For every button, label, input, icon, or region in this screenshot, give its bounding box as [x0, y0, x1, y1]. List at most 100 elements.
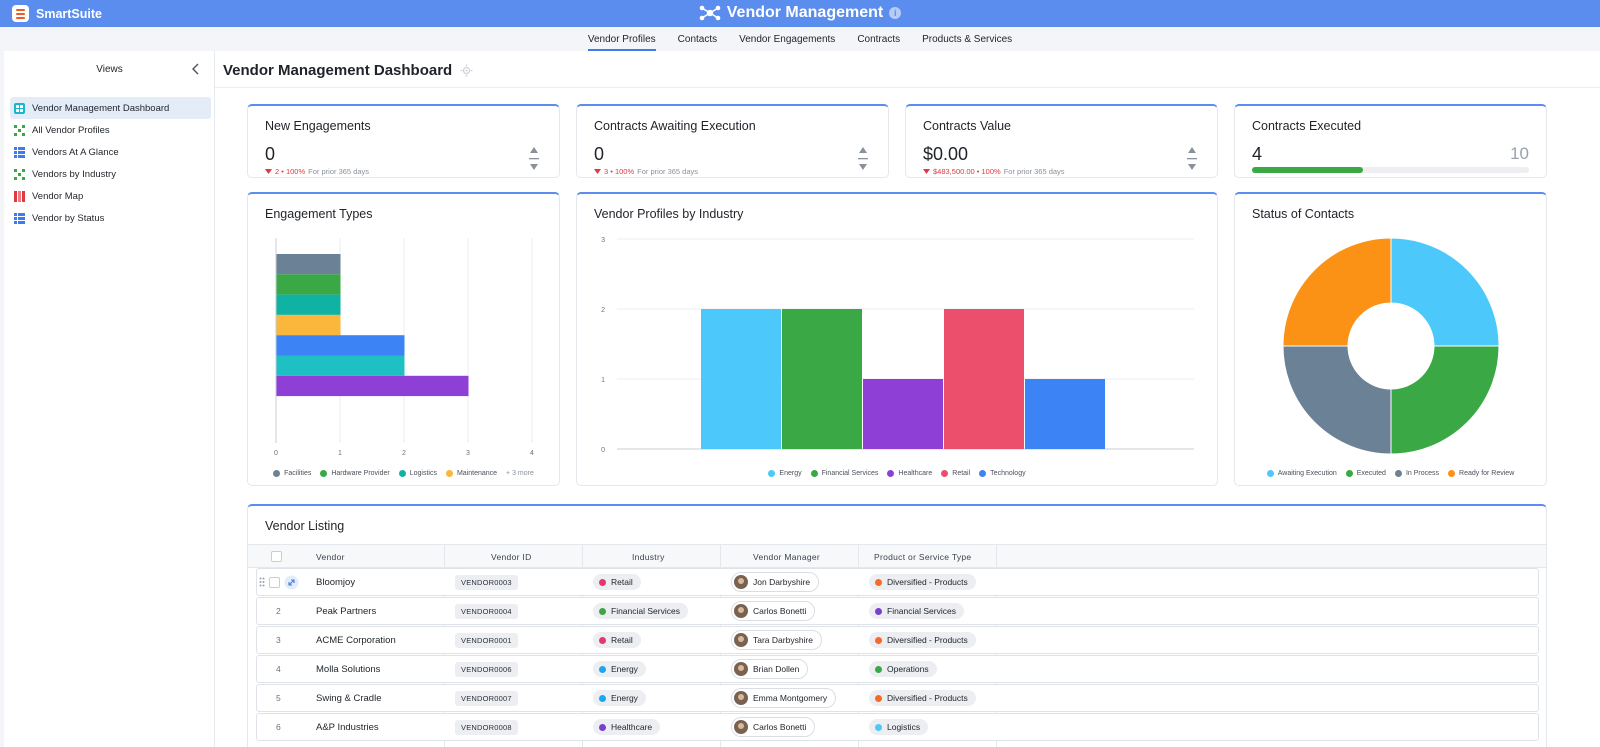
product-tag[interactable]: Diversified - Products	[869, 690, 976, 706]
kanban-icon	[14, 168, 25, 180]
chart-card-engagement-types[interactable]: Engagement Types 0 1 2 3 4 Facilities Hardwa…	[247, 192, 560, 486]
legend-item[interactable]: Awaiting Execution	[1266, 470, 1337, 477]
table-row[interactable]: Bloomjoy VENDOR0003 Retail Jon Darbyshir…	[256, 568, 1539, 596]
info-icon[interactable]: i	[889, 7, 902, 19]
legend-item[interactable]: Maintenance	[445, 470, 497, 477]
vendor-id[interactable]: VENDOR0004	[455, 603, 518, 619]
sidebar-item-vendor-management-dashboard[interactable]: Vendor Management Dashboard	[10, 97, 211, 119]
vendor-name[interactable]: Swing & Cradle	[316, 692, 382, 704]
vendor-id[interactable]: VENDOR0003	[455, 574, 518, 590]
legend-label: In Process	[1405, 470, 1440, 477]
sidebar-item-vendor-map[interactable]: Vendor Map	[10, 185, 211, 207]
column-header-product-type[interactable]: Product or Service Type	[874, 552, 972, 562]
industry-tag[interactable]: Financial Services	[593, 603, 688, 619]
drag-handle-icon[interactable]	[259, 577, 265, 587]
legend-item[interactable]: Energy	[768, 470, 802, 477]
table-row[interactable]: 3 ACME Corporation VENDOR0001 Retail Tar…	[256, 626, 1539, 654]
legend-swatch	[1448, 470, 1456, 477]
legend-label: Energy	[779, 470, 802, 477]
manager-chip[interactable]: Carlos Bonetti	[731, 717, 816, 737]
kpi-card-contracts-awaiting[interactable]: Contracts Awaiting Execution 0 3 • 100% …	[576, 104, 889, 178]
vendor-id[interactable]: VENDOR0008	[455, 719, 518, 735]
manager-name: Jon Darbyshire	[753, 577, 811, 587]
trend-arrows-icon	[858, 147, 868, 170]
column-header-vendor[interactable]: Vendor	[316, 552, 345, 562]
tab-vendor-engagements[interactable]: Vendor Engagements	[739, 34, 836, 45]
kpi-value: 4	[1252, 144, 1263, 164]
legend-swatch	[887, 470, 895, 477]
industry-tag[interactable]: Healthcare	[593, 719, 661, 735]
manager-chip[interactable]: Tara Darbyshire	[731, 630, 822, 650]
industry-tag[interactable]: Retail	[593, 574, 641, 590]
industry-cell: Healthcare	[593, 714, 661, 740]
table-row[interactable]: 6 A&P Industries VENDOR0008 Healthcare C…	[256, 713, 1539, 741]
legend-item[interactable]: Logistics	[398, 470, 437, 477]
manager-chip[interactable]: Carlos Bonetti	[731, 601, 816, 621]
product-tag[interactable]: Logistics	[869, 719, 929, 735]
vendor-id[interactable]: VENDOR0007	[455, 690, 518, 706]
industry-tag[interactable]: Energy	[593, 661, 646, 677]
kpi-value: 0	[594, 144, 605, 164]
chart-card-status-of-contacts[interactable]: Status of Contacts Awaiting Execution Ex…	[1234, 192, 1547, 486]
table-row[interactable]: 4 Molla Solutions VENDOR0006 Energy Bria…	[256, 655, 1539, 683]
tab-contacts[interactable]: Contacts	[677, 34, 718, 45]
kpi-card-contracts-executed[interactable]: Contracts Executed 4 10	[1234, 104, 1547, 178]
legend-item[interactable]: Financial Services	[810, 470, 878, 477]
manager-chip[interactable]: Jon Darbyshire	[731, 572, 820, 592]
table-row[interactable]: 5 Swing & Cradle VENDOR0007 Energy Emma …	[256, 684, 1539, 712]
bar	[944, 309, 1024, 449]
bar	[782, 309, 862, 449]
product-label: Logistics	[887, 722, 921, 732]
product-tag[interactable]: Financial Services	[869, 603, 964, 619]
kpi-card-contracts-value[interactable]: Contracts Value $0.00 $483,500.00 • 100%…	[905, 104, 1218, 178]
manager-cell: Brian Dollen	[731, 656, 809, 682]
legend-label: Awaiting Execution	[1277, 470, 1337, 477]
legend-item[interactable]: Retail	[941, 470, 970, 477]
select-all-checkbox[interactable]	[271, 551, 282, 562]
tab-products-services[interactable]: Products & Services	[922, 34, 1013, 45]
vendor-name[interactable]: A&P Industries	[316, 721, 379, 733]
legend-item[interactable]: Ready for Review	[1448, 470, 1514, 477]
legend-item[interactable]: Technology	[979, 470, 1026, 477]
brand[interactable]: SmartSuite	[12, 5, 102, 22]
row-number: 5	[276, 693, 281, 703]
product-tag[interactable]: Operations	[869, 661, 937, 677]
legend-item[interactable]: Healthcare	[887, 470, 932, 477]
vendor-id[interactable]: VENDOR0001	[455, 632, 518, 648]
chevron-left-icon[interactable]	[190, 62, 202, 76]
legend-item[interactable]: Facilities	[273, 470, 311, 477]
column-header-industry[interactable]: Industry	[632, 552, 665, 562]
tab-contracts[interactable]: Contracts	[857, 34, 901, 45]
manager-chip[interactable]: Emma Montgomery	[731, 688, 837, 708]
row-checkbox[interactable]	[269, 576, 280, 588]
share-settings-icon[interactable]	[460, 64, 473, 77]
vendor-name[interactable]: ACME Corporation	[316, 634, 396, 646]
sidebar-item-vendors-at-a-glance[interactable]: Vendors At A Glance	[10, 141, 211, 163]
manager-chip[interactable]: Brian Dollen	[731, 659, 809, 679]
legend-item[interactable]: Hardware Provider	[320, 470, 390, 477]
kpi-card-new-engagements[interactable]: New Engagements 0 2 • 100% For prior 365…	[247, 104, 560, 178]
vendor-id[interactable]: VENDOR0006	[455, 661, 518, 677]
expand-record-icon[interactable]	[284, 575, 299, 590]
bar	[863, 379, 943, 449]
legend-swatch	[398, 470, 406, 477]
legend-item[interactable]: In Process	[1394, 470, 1440, 477]
tab-vendor-profiles[interactable]: Vendor Profiles	[587, 27, 656, 51]
column-header-vendor-manager[interactable]: Vendor Manager	[753, 552, 821, 562]
column-header-vendor-id[interactable]: Vendor ID	[491, 552, 532, 562]
sidebar-item-vendors-by-industry[interactable]: Vendors by Industry	[10, 163, 211, 185]
legend-more[interactable]: + 3 more	[506, 470, 534, 477]
tag-color-dot	[875, 694, 882, 702]
legend-item[interactable]: Executed	[1345, 470, 1386, 477]
product-tag[interactable]: Diversified - Products	[869, 632, 976, 648]
vendor-name[interactable]: Bloomjoy	[316, 576, 356, 588]
table-row[interactable]: 2 Peak Partners VENDOR0004 Financial Ser…	[256, 597, 1539, 625]
product-tag[interactable]: Diversified - Products	[869, 574, 976, 590]
industry-tag[interactable]: Retail	[593, 632, 641, 648]
vendor-name[interactable]: Molla Solutions	[316, 663, 381, 675]
sidebar-item-vendor-by-status[interactable]: Vendor by Status	[10, 207, 211, 229]
industry-tag[interactable]: Energy	[593, 690, 646, 706]
sidebar-item-all-vendor-profiles[interactable]: All Vendor Profiles	[10, 119, 211, 141]
vendor-name[interactable]: Peak Partners	[316, 605, 377, 617]
chart-card-vendor-profiles-by-industry[interactable]: Vendor Profiles by Industry 0 1 2 3 Energy …	[576, 192, 1218, 486]
